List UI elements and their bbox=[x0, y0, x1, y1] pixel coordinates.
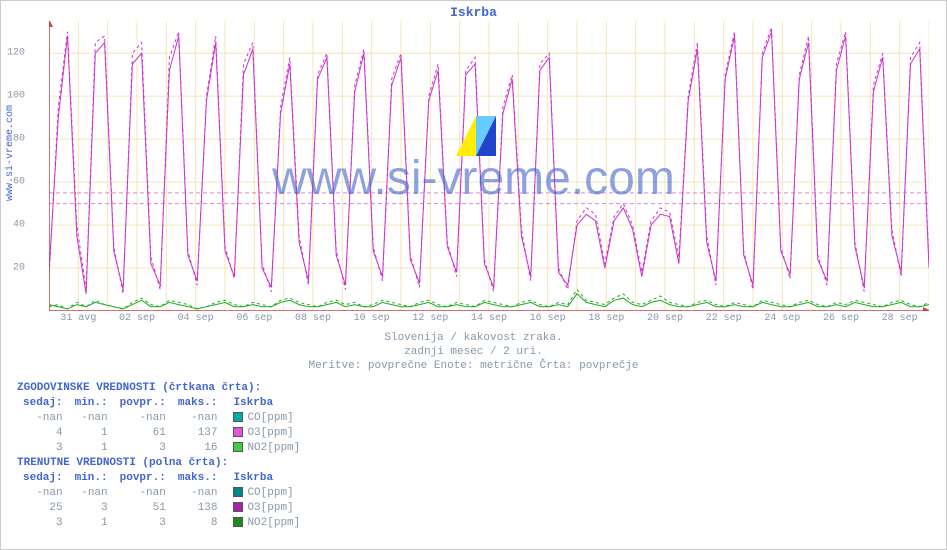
series-swatch-icon bbox=[233, 487, 243, 497]
y-tick-label: 80 bbox=[13, 134, 25, 145]
cell-min: -nan bbox=[69, 411, 114, 426]
cell-sedaj: -nan bbox=[17, 411, 69, 426]
col-povpr: povpr.: bbox=[114, 396, 172, 411]
subtitle-line-2: zadnji mesec / 2 uri. bbox=[1, 345, 946, 359]
col-sedaj: sedaj: bbox=[17, 471, 69, 486]
cell-label: NO2[ppm] bbox=[223, 441, 306, 456]
x-tick-label: 22 sep bbox=[706, 313, 742, 324]
x-tick-label: 26 sep bbox=[823, 313, 859, 324]
stats-tables: ZGODOVINSKE VREDNOSTI (črtkana črta): se… bbox=[17, 381, 306, 531]
col-sedaj: sedaj: bbox=[17, 396, 69, 411]
x-tick-label: 28 sep bbox=[882, 313, 918, 324]
x-tick-label: 02 sep bbox=[119, 313, 155, 324]
curr-table-header: TRENUTNE VREDNOSTI (polna črta): bbox=[17, 456, 306, 471]
cell-label: NO2[ppm] bbox=[223, 516, 306, 531]
col-maks: maks.: bbox=[172, 396, 224, 411]
y-tick-label: 20 bbox=[13, 263, 25, 274]
table-header-row: sedaj: min.: povpr.: maks.: Iskrba bbox=[17, 471, 306, 486]
col-min: min.: bbox=[69, 396, 114, 411]
cell-label: CO[ppm] bbox=[223, 486, 306, 501]
cell-povpr: -nan bbox=[114, 486, 172, 501]
x-tick-label: 12 sep bbox=[412, 313, 448, 324]
series-swatch-icon bbox=[233, 517, 243, 527]
x-tick-label: 18 sep bbox=[588, 313, 624, 324]
cell-povpr: 3 bbox=[114, 516, 172, 531]
cell-label: CO[ppm] bbox=[223, 411, 306, 426]
x-tick-label: 16 sep bbox=[530, 313, 566, 324]
col-label: Iskrba bbox=[223, 396, 306, 411]
subtitle-line-3: Meritve: povprečne Enote: metrične Črta:… bbox=[1, 359, 946, 373]
table-row: 3138NO2[ppm] bbox=[17, 516, 306, 531]
cell-povpr: 3 bbox=[114, 441, 172, 456]
hist-table: sedaj: min.: povpr.: maks.: Iskrba -nan-… bbox=[17, 396, 306, 456]
x-tick-label: 04 sep bbox=[178, 313, 214, 324]
hist-table-header: ZGODOVINSKE VREDNOSTI (črtkana črta): bbox=[17, 381, 306, 396]
col-min: min.: bbox=[69, 471, 114, 486]
cell-min: 1 bbox=[69, 441, 114, 456]
cell-maks: -nan bbox=[172, 486, 224, 501]
cell-maks: -nan bbox=[172, 411, 224, 426]
y-tick-label: 100 bbox=[7, 91, 25, 102]
x-axis-ticks: 31 avg 02 sep 04 sep 06 sep 08 sep 10 sep 12 s… bbox=[49, 313, 929, 327]
subtitle-line-1: Slovenija / kakovost zraka. bbox=[1, 331, 946, 345]
y-tick-label: 120 bbox=[7, 48, 25, 59]
table-row: 31316NO2[ppm] bbox=[17, 441, 306, 456]
cell-maks: 8 bbox=[172, 516, 224, 531]
x-tick-label: 08 sep bbox=[295, 313, 331, 324]
cell-label: O3[ppm] bbox=[223, 426, 306, 441]
curr-table: sedaj: min.: povpr.: maks.: Iskrba -nan-… bbox=[17, 471, 306, 531]
x-tick-label: 24 sep bbox=[764, 313, 800, 324]
col-label: Iskrba bbox=[223, 471, 306, 486]
cell-sedaj: 3 bbox=[17, 441, 69, 456]
table-row: -nan-nan-nan-nanCO[ppm] bbox=[17, 411, 306, 426]
cell-label: O3[ppm] bbox=[223, 501, 306, 516]
series-swatch-icon bbox=[233, 412, 243, 422]
col-maks: maks.: bbox=[172, 471, 224, 486]
cell-maks: 137 bbox=[172, 426, 224, 441]
cell-min: 1 bbox=[69, 516, 114, 531]
cell-povpr: 61 bbox=[114, 426, 172, 441]
chart-title: Iskrba bbox=[1, 1, 946, 20]
table-row: -nan-nan-nan-nanCO[ppm] bbox=[17, 486, 306, 501]
cell-min: -nan bbox=[69, 486, 114, 501]
table-row: 25351138O3[ppm] bbox=[17, 501, 306, 516]
chart-plot-area bbox=[49, 21, 929, 311]
cell-sedaj: 4 bbox=[17, 426, 69, 441]
cell-sedaj: 3 bbox=[17, 516, 69, 531]
series-swatch-icon bbox=[233, 427, 243, 437]
series-swatch-icon bbox=[233, 502, 243, 512]
cell-min: 1 bbox=[69, 426, 114, 441]
cell-sedaj: -nan bbox=[17, 486, 69, 501]
table-header-row: sedaj: min.: povpr.: maks.: Iskrba bbox=[17, 396, 306, 411]
x-tick-label: 10 sep bbox=[354, 313, 390, 324]
x-tick-label: 14 sep bbox=[471, 313, 507, 324]
series-swatch-icon bbox=[233, 442, 243, 452]
x-tick-label: 06 sep bbox=[236, 313, 272, 324]
x-tick-label: 20 sep bbox=[647, 313, 683, 324]
cell-maks: 138 bbox=[172, 501, 224, 516]
y-tick-label: 40 bbox=[13, 220, 25, 231]
cell-sedaj: 25 bbox=[17, 501, 69, 516]
x-tick-label: 31 avg bbox=[60, 313, 96, 324]
col-povpr: povpr.: bbox=[114, 471, 172, 486]
cell-povpr: -nan bbox=[114, 411, 172, 426]
cell-min: 3 bbox=[69, 501, 114, 516]
cell-maks: 16 bbox=[172, 441, 224, 456]
chart-subtitle: Slovenija / kakovost zraka. zadnji mesec… bbox=[1, 331, 946, 373]
y-tick-label: 60 bbox=[13, 177, 25, 188]
cell-povpr: 51 bbox=[114, 501, 172, 516]
table-row: 4161137O3[ppm] bbox=[17, 426, 306, 441]
